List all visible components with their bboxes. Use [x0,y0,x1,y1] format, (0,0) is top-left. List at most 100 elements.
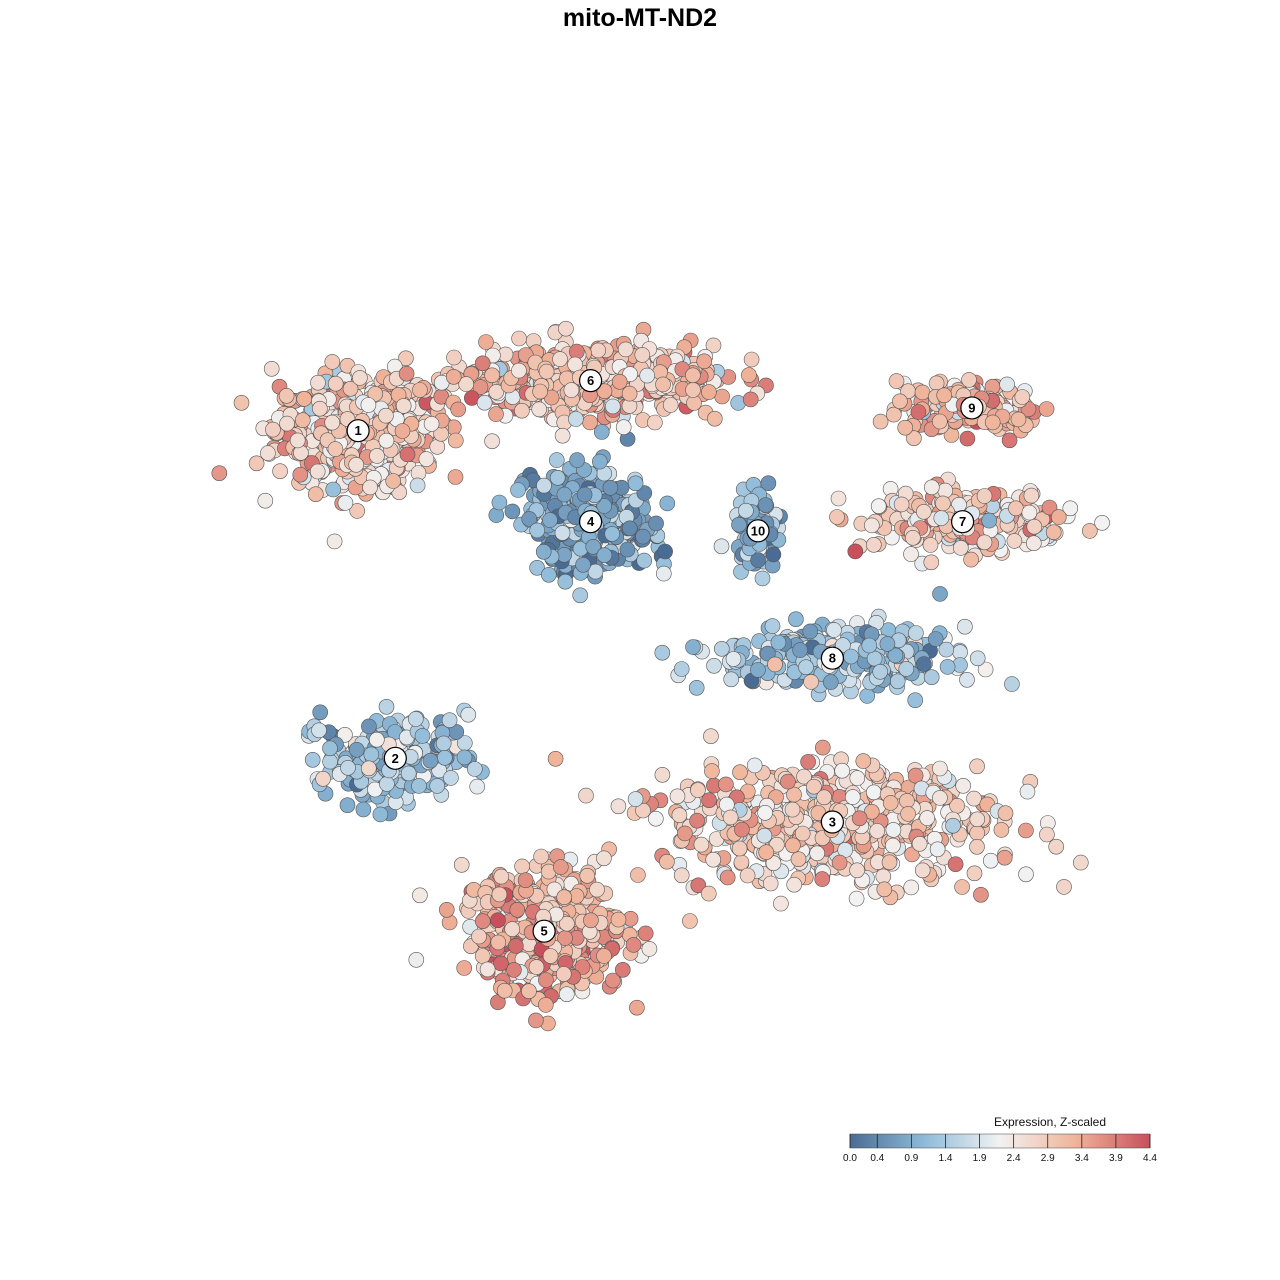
data-point [460,706,477,723]
data-point [844,789,861,805]
data-point [1038,401,1055,417]
data-point [361,718,377,735]
data-point [834,762,851,779]
data-point [322,740,338,757]
data-point [822,674,839,690]
data-point [923,554,940,571]
data-point [1082,523,1098,539]
data-point [418,451,435,467]
data-point [474,913,491,930]
data-point [969,811,986,828]
data-point [750,552,766,568]
data-point [272,463,288,480]
cluster-label-badge [532,919,556,943]
data-point [257,492,274,509]
data-point [491,494,508,511]
data-point [378,432,395,449]
legend-tick-label: 4.4 [1143,1153,1157,1164]
cluster-label-6: 6 [578,369,603,393]
data-point [1021,504,1038,521]
data-point [478,334,494,350]
cluster-label-badge [820,810,845,834]
data-point [759,645,776,662]
data-point [625,937,642,953]
data-point [863,803,880,820]
data-point [639,367,656,384]
data-point [429,438,446,455]
data-point [882,795,899,811]
data-point [558,986,575,1003]
data-point [915,503,932,520]
data-point [657,543,673,560]
data-point [379,776,395,792]
data-point [916,656,932,672]
data-point [866,650,883,667]
data-point [803,674,819,690]
data-point [704,763,720,779]
data-point [362,479,378,496]
data-point [959,671,975,688]
cluster-label-8: 8 [820,646,845,670]
data-point [888,373,905,389]
data-point [576,486,593,503]
data-point [507,938,524,954]
data-point [636,552,653,569]
data-point [947,856,964,873]
data-point [596,383,613,400]
data-point [961,372,977,388]
data-point [528,959,545,975]
data-point [325,481,342,498]
data-point [870,498,887,515]
data-point [637,925,654,942]
data-point [952,540,969,556]
cluster-label-text: 7 [959,514,966,529]
data-point [923,479,940,496]
data-point [324,414,341,431]
data-point [1014,389,1031,405]
data-point [648,515,664,532]
data-point [764,618,781,634]
data-point [1039,826,1055,843]
data-point [629,999,645,1016]
data-point [372,806,389,823]
data-point [969,825,986,841]
data-point [898,661,915,677]
data-point [490,912,506,929]
data-point [596,547,613,564]
data-point [337,495,354,511]
data-point [360,760,377,777]
data-point [307,486,324,503]
data-point [849,770,866,786]
data-point [1026,518,1043,535]
data-point [447,432,464,449]
data-point [788,611,804,628]
cluster-label-text: 5 [540,924,547,939]
data-point [574,959,591,975]
cluster-label-4: 4 [578,510,603,534]
data-point [488,384,505,400]
data-point [655,565,672,582]
data-point [605,972,621,989]
cluster-label-text: 10 [751,523,765,538]
data-point [1001,432,1018,449]
data-point [647,810,664,827]
data-point [851,810,868,827]
data-point [685,382,701,398]
data-point [733,854,750,871]
data-point [927,631,944,647]
data-point [997,805,1014,822]
data-point [289,432,306,449]
data-point [569,452,585,468]
data-point [458,376,475,392]
data-point [969,650,986,667]
cluster-label-badge [578,369,603,393]
data-point [412,887,428,904]
data-point [292,466,309,483]
data-point [792,642,808,658]
data-point [378,698,395,715]
cluster-label-badge [383,746,407,770]
data-point [363,746,380,763]
data-point [869,823,886,839]
data-point [718,776,734,793]
data-point [355,801,372,818]
